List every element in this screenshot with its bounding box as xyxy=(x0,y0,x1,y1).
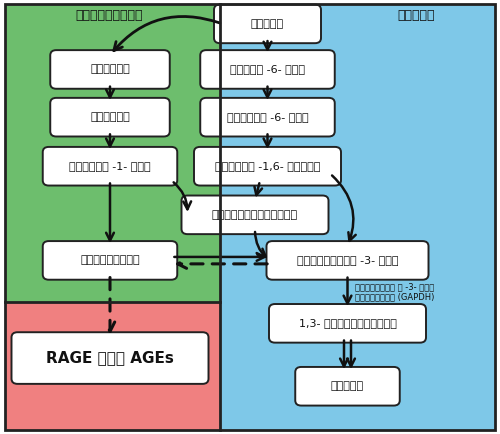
Text: ピルビン酸: ピルビン酸 xyxy=(331,381,364,391)
FancyBboxPatch shape xyxy=(269,304,426,343)
FancyBboxPatch shape xyxy=(43,241,178,279)
FancyBboxPatch shape xyxy=(12,332,208,384)
FancyBboxPatch shape xyxy=(266,241,428,279)
Text: ジヒドロキシアセトンリン酸: ジヒドロキシアセトンリン酸 xyxy=(212,210,298,220)
FancyBboxPatch shape xyxy=(200,98,335,136)
Bar xyxy=(5,302,220,430)
FancyBboxPatch shape xyxy=(295,367,400,405)
Text: フルクトース: フルクトース xyxy=(90,112,130,122)
Text: 解糖系経路: 解糖系経路 xyxy=(398,9,435,22)
Text: ポリオール代謝経路: ポリオール代謝経路 xyxy=(75,9,142,22)
Text: フルクトース -1,6- ビスリン酸: フルクトース -1,6- ビスリン酸 xyxy=(215,161,320,171)
Text: 1,3- ビスホスホグリセリン酸: 1,3- ビスホスホグリセリン酸 xyxy=(298,318,396,329)
Text: グルコース: グルコース xyxy=(251,19,284,29)
Bar xyxy=(5,4,220,302)
FancyBboxPatch shape xyxy=(50,50,170,89)
FancyBboxPatch shape xyxy=(182,195,328,234)
Bar xyxy=(220,4,495,430)
FancyBboxPatch shape xyxy=(50,98,170,136)
Text: フルクトース -6- リン酸: フルクトース -6- リン酸 xyxy=(226,112,308,122)
Text: グリセルアルデヒド -3- リン酸: グリセルアルデヒド -3- リン酸 xyxy=(297,255,398,266)
Text: フルクトース -1- リン酸: フルクトース -1- リン酸 xyxy=(69,161,151,171)
Text: グルコース -6- リン酸: グルコース -6- リン酸 xyxy=(230,64,305,75)
Text: グリセルアルデヒド: グリセルアルデヒド xyxy=(80,255,140,266)
Text: ソルビトール: ソルビトール xyxy=(90,64,130,75)
Text: グリセルアルデヒ ド -3- リン酸
デヒドロゲナーゼ (GAPDH): グリセルアルデヒ ド -3- リン酸 デヒドロゲナーゼ (GAPDH) xyxy=(355,282,434,301)
FancyBboxPatch shape xyxy=(214,5,321,43)
FancyBboxPatch shape xyxy=(200,50,335,89)
FancyBboxPatch shape xyxy=(194,147,341,186)
FancyBboxPatch shape xyxy=(43,147,178,186)
Text: RAGE 反応性 AGEs: RAGE 反応性 AGEs xyxy=(46,351,174,365)
